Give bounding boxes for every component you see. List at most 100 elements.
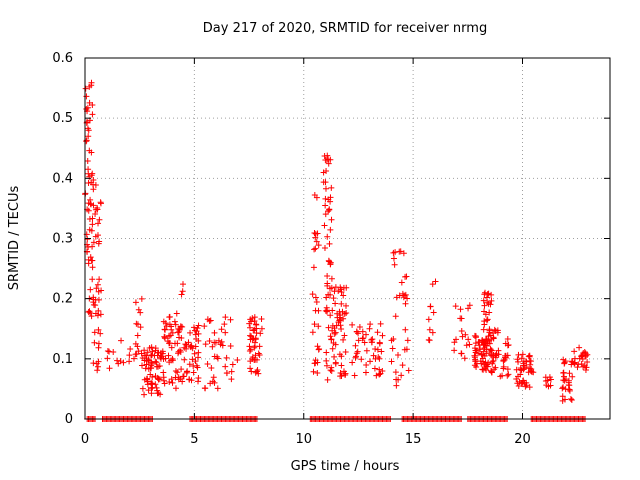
data-point bbox=[325, 196, 332, 203]
data-point bbox=[322, 195, 329, 202]
data-point bbox=[402, 300, 409, 307]
data-point bbox=[114, 357, 121, 364]
data-point bbox=[166, 321, 173, 328]
data-point bbox=[486, 309, 493, 316]
y-tick-label: 0 bbox=[65, 412, 73, 427]
data-point bbox=[139, 362, 146, 369]
data-point bbox=[190, 369, 197, 376]
data-point bbox=[379, 332, 386, 339]
data-point bbox=[258, 316, 265, 323]
data-point bbox=[172, 321, 179, 328]
data-point bbox=[562, 358, 569, 365]
data-point bbox=[472, 340, 479, 347]
data-point bbox=[370, 352, 377, 359]
data-point bbox=[137, 309, 144, 316]
data-point bbox=[324, 307, 331, 314]
data-point bbox=[172, 385, 179, 392]
data-point bbox=[398, 279, 405, 286]
data-point bbox=[134, 343, 141, 350]
data-point bbox=[426, 326, 433, 333]
y-tick-label: 0.6 bbox=[52, 51, 73, 66]
data-point bbox=[352, 342, 359, 349]
data-point bbox=[222, 329, 229, 336]
data-point bbox=[217, 341, 224, 348]
data-point bbox=[340, 292, 347, 299]
data-point bbox=[320, 179, 327, 186]
data-point bbox=[175, 350, 182, 357]
data-point bbox=[337, 373, 344, 380]
data-point bbox=[584, 358, 591, 365]
data-point bbox=[388, 358, 395, 365]
data-point bbox=[207, 317, 214, 324]
data-point bbox=[336, 317, 343, 324]
data-point bbox=[143, 352, 150, 359]
data-point bbox=[429, 329, 436, 336]
data-point bbox=[104, 355, 111, 362]
data-point bbox=[166, 379, 173, 386]
data-point bbox=[482, 289, 488, 296]
data-point bbox=[488, 291, 495, 298]
data-point bbox=[341, 332, 348, 339]
data-point bbox=[488, 368, 495, 375]
data-point bbox=[247, 332, 254, 339]
data-point bbox=[379, 368, 386, 375]
data-point bbox=[141, 391, 148, 398]
data-point bbox=[332, 359, 339, 366]
data-point bbox=[88, 227, 95, 234]
data-point bbox=[560, 370, 567, 377]
grid-lines bbox=[85, 58, 610, 419]
data-point bbox=[126, 352, 133, 359]
data-point bbox=[208, 365, 215, 372]
data-point bbox=[322, 157, 329, 164]
data-point bbox=[90, 239, 97, 246]
data-point bbox=[309, 329, 316, 336]
data-point bbox=[252, 369, 259, 376]
data-point bbox=[523, 382, 530, 389]
data-point bbox=[218, 326, 225, 333]
data-point bbox=[327, 226, 334, 233]
data-point bbox=[405, 367, 412, 374]
data-point bbox=[92, 233, 99, 240]
data-point bbox=[395, 351, 402, 358]
data-point bbox=[86, 308, 93, 315]
y-tick-label: 0.2 bbox=[52, 292, 73, 307]
data-point bbox=[313, 299, 320, 306]
data-point bbox=[576, 344, 583, 351]
data-point bbox=[568, 397, 575, 404]
data-point bbox=[484, 363, 491, 370]
data-point bbox=[161, 334, 168, 341]
data-point bbox=[560, 377, 567, 384]
data-point bbox=[95, 296, 102, 303]
data-point bbox=[458, 328, 465, 335]
data-point bbox=[401, 346, 408, 353]
data-point bbox=[88, 172, 95, 179]
data-point bbox=[247, 365, 254, 372]
data-point bbox=[256, 352, 263, 359]
data-point bbox=[253, 356, 260, 363]
data-point bbox=[427, 303, 434, 310]
data-point bbox=[490, 351, 497, 358]
data-point bbox=[517, 371, 524, 378]
data-point bbox=[451, 347, 458, 354]
data-point bbox=[88, 149, 95, 156]
data-point bbox=[247, 324, 254, 331]
data-point bbox=[201, 323, 208, 330]
data-point bbox=[134, 321, 141, 328]
data-point bbox=[527, 361, 534, 368]
data-point bbox=[155, 376, 162, 383]
data-point bbox=[83, 106, 90, 113]
data-point bbox=[494, 327, 501, 334]
data-point bbox=[338, 300, 345, 307]
data-point bbox=[147, 364, 154, 371]
data-point bbox=[432, 278, 439, 285]
data-point bbox=[138, 295, 145, 302]
data-point bbox=[332, 329, 339, 336]
data-point bbox=[425, 336, 432, 343]
data-point bbox=[223, 370, 230, 377]
data-point bbox=[83, 138, 90, 145]
data-point bbox=[85, 127, 92, 134]
data-point bbox=[337, 322, 344, 329]
data-point bbox=[92, 310, 99, 317]
data-point bbox=[132, 299, 139, 306]
data-point bbox=[94, 367, 101, 374]
